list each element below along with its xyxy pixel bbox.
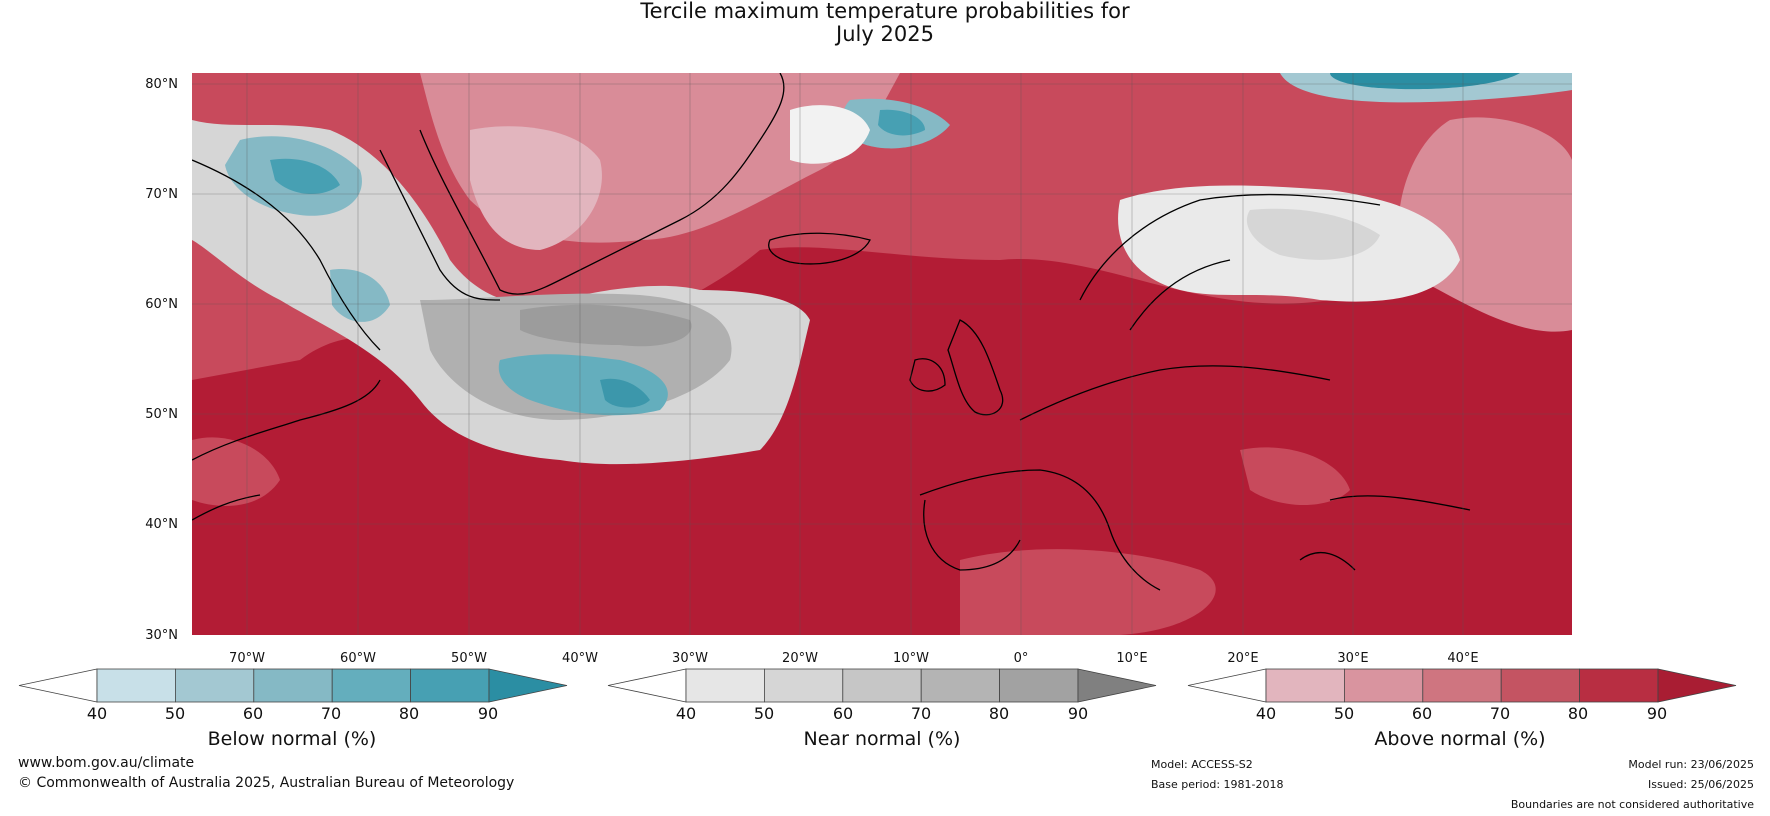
model-text: Model: ACCESS-S2 (1151, 758, 1253, 771)
colorbar-cell (999, 668, 1079, 703)
lon-label: 10°W (893, 651, 929, 666)
colorbar-cell (96, 668, 176, 703)
colorbar-cell (331, 668, 412, 703)
colorbar-tick: 90 (478, 704, 498, 723)
colorbar-tick: 80 (989, 704, 1009, 723)
colorbar-tick: 40 (676, 704, 696, 723)
colorbar-tick: 90 (1647, 704, 1667, 723)
colorbar-title: Below normal (%) (208, 728, 377, 750)
lat-label: 60°N (145, 297, 178, 312)
colorbar-extend-high (1657, 668, 1737, 703)
lon-label: 60°W (340, 651, 376, 666)
colorbar-cell (174, 668, 255, 703)
colorbar-tick: 70 (911, 704, 931, 723)
colorbar-tick: 40 (87, 704, 107, 723)
probability-field (192, 73, 1572, 635)
colorbar-tick: 60 (833, 704, 853, 723)
colorbar-extend-low (18, 668, 98, 703)
lon-label: 20°E (1227, 651, 1258, 666)
colorbar-cell (764, 668, 844, 703)
colorbar-cell (920, 668, 1001, 703)
colorbar-cell (1500, 668, 1580, 703)
colorbar-tick: 50 (165, 704, 185, 723)
lon-label: 10°E (1116, 651, 1147, 666)
lat-label: 50°N (145, 407, 178, 422)
colorbar-tick: 60 (1412, 704, 1432, 723)
website-link[interactable]: www.bom.gov.au/climate (18, 755, 195, 771)
colorbar-tick: 50 (1334, 704, 1354, 723)
copyright-text: © Commonwealth of Australia 2025, Austra… (18, 775, 515, 791)
coastlines (192, 73, 1471, 591)
lon-label: 40°E (1447, 651, 1478, 666)
colorbar-tick: 90 (1068, 704, 1088, 723)
lat-label: 30°N (145, 628, 178, 643)
colorbar-title: Above normal (%) (1374, 728, 1545, 750)
colorbar-cell (1422, 668, 1502, 703)
colorbar-tick: 60 (243, 704, 263, 723)
colorbar-extend-low (607, 668, 687, 703)
colorbar-extend-high (1077, 668, 1157, 703)
lon-label: 30°W (672, 651, 708, 666)
colorbar-tick: 50 (754, 704, 774, 723)
colorbar-tick: 80 (1568, 704, 1588, 723)
issued-text: Issued: 25/06/2025 (1647, 778, 1754, 791)
colorbar-cell (1579, 668, 1659, 703)
lon-label: 70°W (229, 651, 265, 666)
lon-label: 40°W (562, 651, 598, 666)
colorbar-tick: 70 (321, 704, 341, 723)
colorbar-cell (1344, 668, 1424, 703)
lat-label: 70°N (145, 187, 178, 202)
latitude-labels: 80°N 70°N 60°N 50°N 40°N 30°N (145, 77, 178, 643)
longitude-labels: 70°W 60°W 50°W 40°W 30°W 20°W 10°W 0° 10… (229, 651, 1479, 666)
lon-label: 30°E (1337, 651, 1368, 666)
title-line-1: Tercile maximum temperature probabilitie… (640, 0, 1130, 23)
colorbar-cell (410, 668, 490, 703)
lon-label: 0° (1014, 651, 1029, 666)
disclaimer-text: Boundaries are not considered authoritat… (1510, 798, 1754, 811)
colorbar-cell (842, 668, 922, 703)
lat-label: 80°N (145, 77, 178, 92)
colorbar-cell (1265, 668, 1345, 703)
lon-label: 50°W (451, 651, 487, 666)
lat-label: 40°N (145, 517, 178, 532)
base-period-text: Base period: 1981-2018 (1151, 778, 1284, 791)
title-line-2: July 2025 (836, 22, 934, 46)
colorbar-above-normal: 40 50 60 70 80 90 Above normal (%) (1187, 668, 1737, 750)
colorbar-tick: 80 (399, 704, 419, 723)
colorbar-extend-low (1187, 668, 1267, 703)
colorbar-title: Near normal (%) (804, 728, 961, 750)
colorbar-cell (685, 668, 765, 703)
map-title: Tercile maximum temperature probabilitie… (0, 0, 1770, 46)
model-run-text: Model run: 23/06/2025 (1628, 758, 1754, 771)
colorbar-tick: 40 (1256, 704, 1276, 723)
lon-label: 20°W (782, 651, 818, 666)
colorbar-near-normal: 40 50 60 70 80 90 Near normal (%) (607, 668, 1157, 750)
colorbar-below-normal: 40 50 60 70 80 90 Below normal (%) (18, 668, 568, 750)
graticule (192, 73, 1572, 635)
colorbar-cell (253, 668, 333, 703)
colorbar-tick: 70 (1490, 704, 1510, 723)
colorbar-extend-high (488, 668, 568, 703)
colorbars: 40 50 60 70 80 90 Below normal (%) 40 50… (18, 668, 1737, 750)
